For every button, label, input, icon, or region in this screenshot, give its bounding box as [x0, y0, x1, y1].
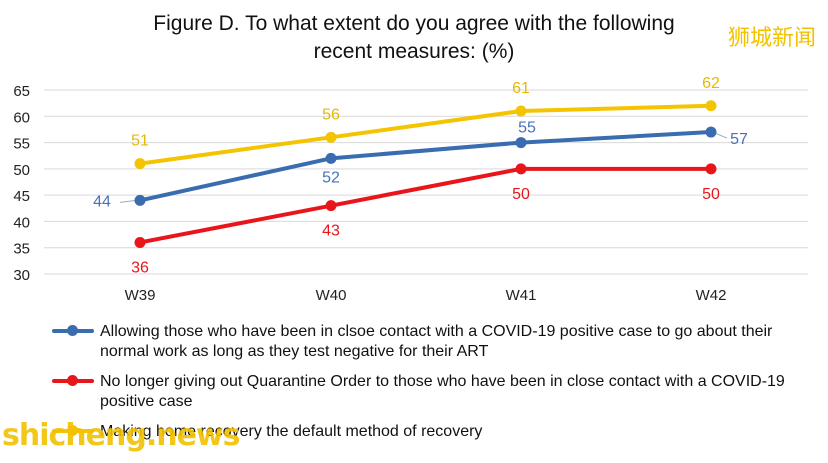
data-point-s1-W39	[134, 194, 146, 206]
data-point-s2-W39	[134, 236, 146, 248]
series-line-3	[138, 103, 713, 166]
leader-line-series-1-w39	[119, 199, 137, 203]
chart-title-line-2: recent measures: (%)	[313, 40, 515, 63]
legend-item-series-3: Making home recovery the default method …	[50, 422, 810, 442]
data-point-s2-W42	[705, 163, 717, 175]
legend-label-series-1: Allowing those who have been in clsoe co…	[100, 323, 773, 360]
legend-swatch-series-3	[52, 425, 94, 436]
data-label-s2-W41: 50	[512, 186, 530, 203]
series-line-1	[138, 130, 713, 203]
watermark-bottom-left: shicheng.news	[2, 418, 240, 453]
data-point-s1-W40	[325, 152, 337, 164]
data-point-s3-W39	[134, 158, 146, 170]
data-label-s3-W41: 61	[512, 80, 530, 97]
data-point-s1-W42	[705, 126, 717, 138]
legend-swatch-series-2	[52, 375, 94, 386]
y-tick-label-35: 35	[13, 241, 30, 258]
data-label-s3-W40: 56	[322, 106, 340, 123]
x-tick-label-W40: W40	[316, 287, 347, 304]
data-label-s1-W42: 57	[730, 131, 748, 148]
chart-title-line-1: Figure D. To what extent do you agree wi…	[153, 12, 675, 35]
data-point-s3-W41	[515, 105, 527, 117]
legend-item-series-2: No longer giving out Quarantine Order to…	[50, 372, 810, 412]
y-tick-label-30: 30	[13, 267, 30, 284]
legend-label-series-3: Making home recovery the default method …	[100, 423, 483, 440]
data-label-s3-W42: 62	[702, 75, 720, 92]
y-tick-label-60: 60	[13, 109, 30, 126]
data-point-s2-W40	[325, 200, 337, 212]
data-point-s1-W41	[515, 137, 527, 149]
line-chart: 30 35 40 45 50 55 60 65 W39 W40 W41 W42 44 52 55 57 36 43…	[13, 75, 808, 304]
data-point-s3-W40	[325, 131, 337, 143]
chart-legend: Allowing those who have been in clsoe co…	[50, 322, 810, 452]
data-label-s2-W42: 50	[702, 186, 720, 203]
legend-label-series-2: No longer giving out Quarantine Order to…	[100, 373, 785, 410]
x-tick-label-W39: W39	[125, 287, 156, 304]
y-tick-label-50: 50	[13, 162, 30, 179]
data-point-s2-W41	[515, 163, 527, 175]
data-label-s1-W40: 52	[322, 169, 340, 186]
y-tick-label-45: 45	[13, 188, 30, 205]
x-tick-label-W41: W41	[506, 287, 537, 304]
data-point-s3-W42	[705, 100, 717, 112]
leader-line-series-1-w42	[714, 132, 728, 139]
chart-title: Figure D. To what extent do you agree wi…	[0, 10, 828, 66]
legend-item-series-1: Allowing those who have been in clsoe co…	[50, 322, 810, 362]
data-label-s3-W39: 51	[131, 133, 149, 150]
y-tick-label-65: 65	[13, 83, 30, 100]
legend-swatch-series-1	[52, 325, 94, 336]
data-label-s1-W39: 44	[93, 193, 111, 210]
data-label-s1-W41: 55	[518, 120, 536, 137]
data-label-s2-W40: 43	[322, 223, 340, 240]
y-tick-label-40: 40	[13, 214, 30, 231]
watermark-top-right: 狮城新闻	[727, 26, 816, 51]
x-tick-label-W42: W42	[696, 287, 727, 304]
y-tick-label-55: 55	[13, 136, 30, 153]
data-label-s2-W39: 36	[131, 259, 149, 276]
series-line-2	[138, 166, 713, 245]
